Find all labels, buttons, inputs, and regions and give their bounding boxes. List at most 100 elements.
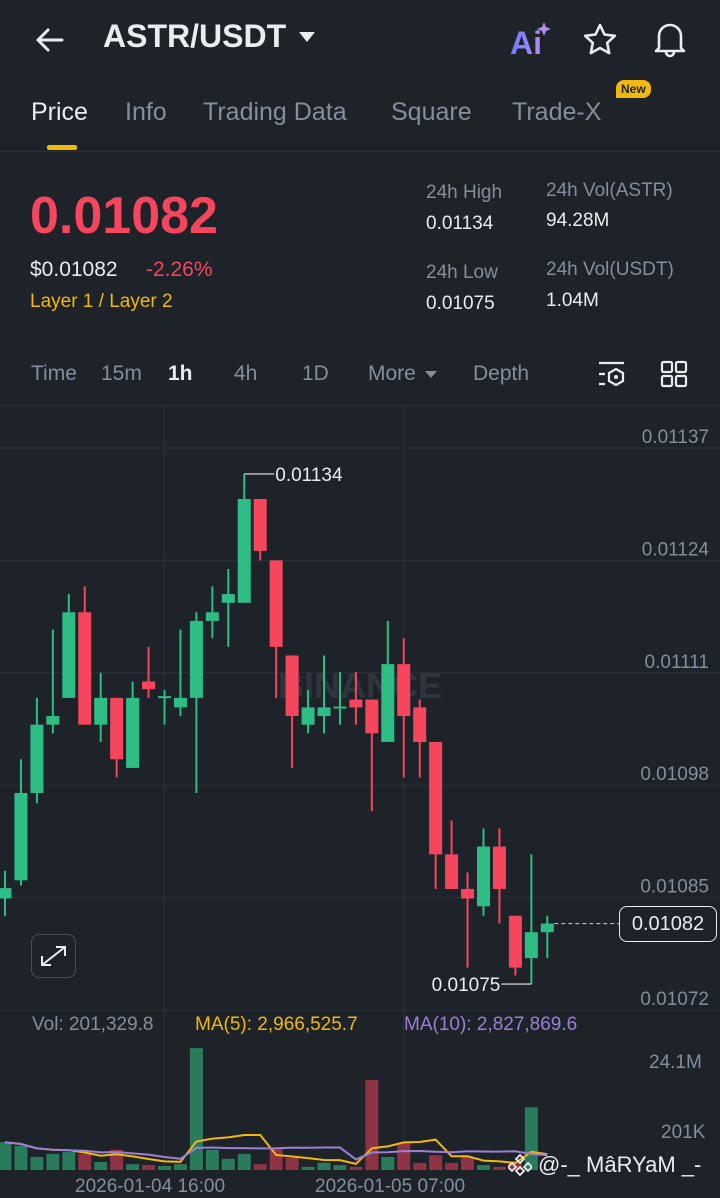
candle-up: [62, 612, 76, 698]
pair-title: ASTR/USDT: [103, 18, 287, 54]
price-axis-label: 0.01072: [640, 989, 709, 1010]
candle-down: [78, 612, 92, 725]
candle-down: [413, 707, 427, 742]
volume-bar: [413, 1162, 427, 1170]
favorite-button[interactable]: [582, 22, 618, 63]
volume-bar: [189, 1048, 203, 1170]
candle-up: [317, 707, 331, 717]
volume-bar: [173, 1164, 187, 1170]
volume-bar: [62, 1152, 76, 1170]
tab-price[interactable]: Price: [31, 98, 88, 126]
price-change: -2.26%: [146, 258, 213, 281]
pair-selector[interactable]: ASTR/USDT: [103, 18, 316, 55]
volume-bar: [0, 1142, 12, 1170]
volume-bar: [349, 1166, 363, 1170]
active-tab-indicator: [47, 145, 77, 150]
caret-down-icon: [299, 31, 316, 42]
candle-down: [508, 915, 522, 968]
stat-value: 1.04M: [546, 290, 599, 311]
high-price-label: 0.01134: [275, 465, 343, 486]
interval-more[interactable]: More: [368, 362, 438, 386]
volume-bar: [381, 1157, 395, 1170]
stat-label: 24h High: [426, 182, 503, 203]
new-badge: New: [616, 80, 651, 98]
interval-15m[interactable]: 15m: [101, 362, 142, 385]
tab-square[interactable]: Square: [391, 98, 472, 126]
volume-bar: [461, 1157, 475, 1170]
candle-up: [46, 716, 60, 725]
volume-bar: [492, 1166, 506, 1170]
candle-up: [381, 664, 395, 742]
volume-bar: [142, 1165, 156, 1170]
candle-up: [126, 697, 140, 768]
volume-bar: [126, 1164, 140, 1170]
interval-1h[interactable]: 1h: [168, 362, 193, 385]
expand-icon: [41, 946, 66, 966]
layout-grid-button[interactable]: [660, 360, 688, 393]
candle-up: [14, 792, 28, 881]
bell-icon: [654, 23, 686, 58]
volume-bar: [477, 1165, 490, 1170]
back-button[interactable]: [32, 22, 68, 63]
volume-bar: [30, 1157, 44, 1170]
volume-bar: [445, 1162, 459, 1170]
candle-up: [221, 594, 235, 603]
price-axis-label: 0.01124: [642, 539, 710, 560]
interval-time[interactable]: Time: [31, 362, 77, 385]
price-axis-label: 0.01085: [640, 877, 709, 898]
volume-bar: [237, 1153, 251, 1170]
candle-down: [110, 697, 124, 760]
price-axis-label: 0.01137: [642, 427, 709, 448]
price-axis-label: 0.01098: [640, 764, 709, 785]
user-watermark: @-_ MâRYaM _-: [508, 1152, 701, 1178]
indicator-settings-icon: [599, 361, 625, 387]
candle-up: [333, 706, 347, 709]
volume-bar: [94, 1161, 108, 1170]
ma10-legend: MA(10): 2,827,869.6: [404, 1014, 578, 1035]
tab-trading-data[interactable]: Trading Data: [203, 98, 347, 126]
current-price-tag: 0.01082: [619, 906, 717, 942]
tab-info[interactable]: Info: [125, 98, 167, 126]
volume-bar: [397, 1143, 411, 1170]
back-arrow-icon: [36, 28, 64, 52]
ai-icon: Ai: [510, 22, 551, 61]
ma10-line: [4, 1141, 548, 1161]
volume-bar: [14, 1145, 28, 1170]
candle-down: [429, 741, 443, 855]
candle-down: [461, 888, 475, 899]
more-label: More: [368, 362, 416, 385]
volume-bar: [205, 1149, 219, 1170]
depth-tab[interactable]: Depth: [473, 362, 530, 385]
indicator-settings-button[interactable]: [596, 360, 628, 395]
tab-trade-x[interactable]: Trade-X: [512, 98, 602, 126]
stat-label: 24h Vol(ASTR): [546, 180, 673, 201]
candle-up: [173, 697, 187, 708]
candle-down: [365, 699, 379, 734]
interval-4h[interactable]: 4h: [234, 362, 258, 385]
interval-1d[interactable]: 1D: [302, 362, 329, 385]
ai-button[interactable]: Ai: [510, 20, 552, 65]
volume-bar: [221, 1158, 235, 1170]
volume-axis-max: 24.1M: [649, 1052, 702, 1073]
stat-label: 24h Vol(USDT): [546, 259, 674, 280]
divider: [0, 151, 720, 152]
candle-up: [237, 499, 251, 603]
category-link[interactable]: Layer 1 / Layer 2: [30, 291, 173, 312]
grid-icon: [660, 360, 688, 388]
volume-bar: [158, 1165, 171, 1170]
candle-down: [142, 681, 156, 690]
candle-down: [269, 560, 283, 647]
divider: [0, 405, 720, 406]
fullscreen-button[interactable]: [31, 934, 76, 978]
candle-down: [349, 699, 363, 708]
candle-down: [253, 499, 267, 551]
candle-up: [94, 697, 108, 725]
volume-bar: [365, 1079, 379, 1170]
candle-up: [205, 612, 219, 621]
candle-down: [285, 655, 299, 717]
alert-button[interactable]: [652, 20, 688, 63]
usd-price: $0.01082: [30, 258, 118, 281]
candle-down: [397, 664, 411, 717]
volume-legend: Vol: 201,329.8: [32, 1014, 154, 1035]
